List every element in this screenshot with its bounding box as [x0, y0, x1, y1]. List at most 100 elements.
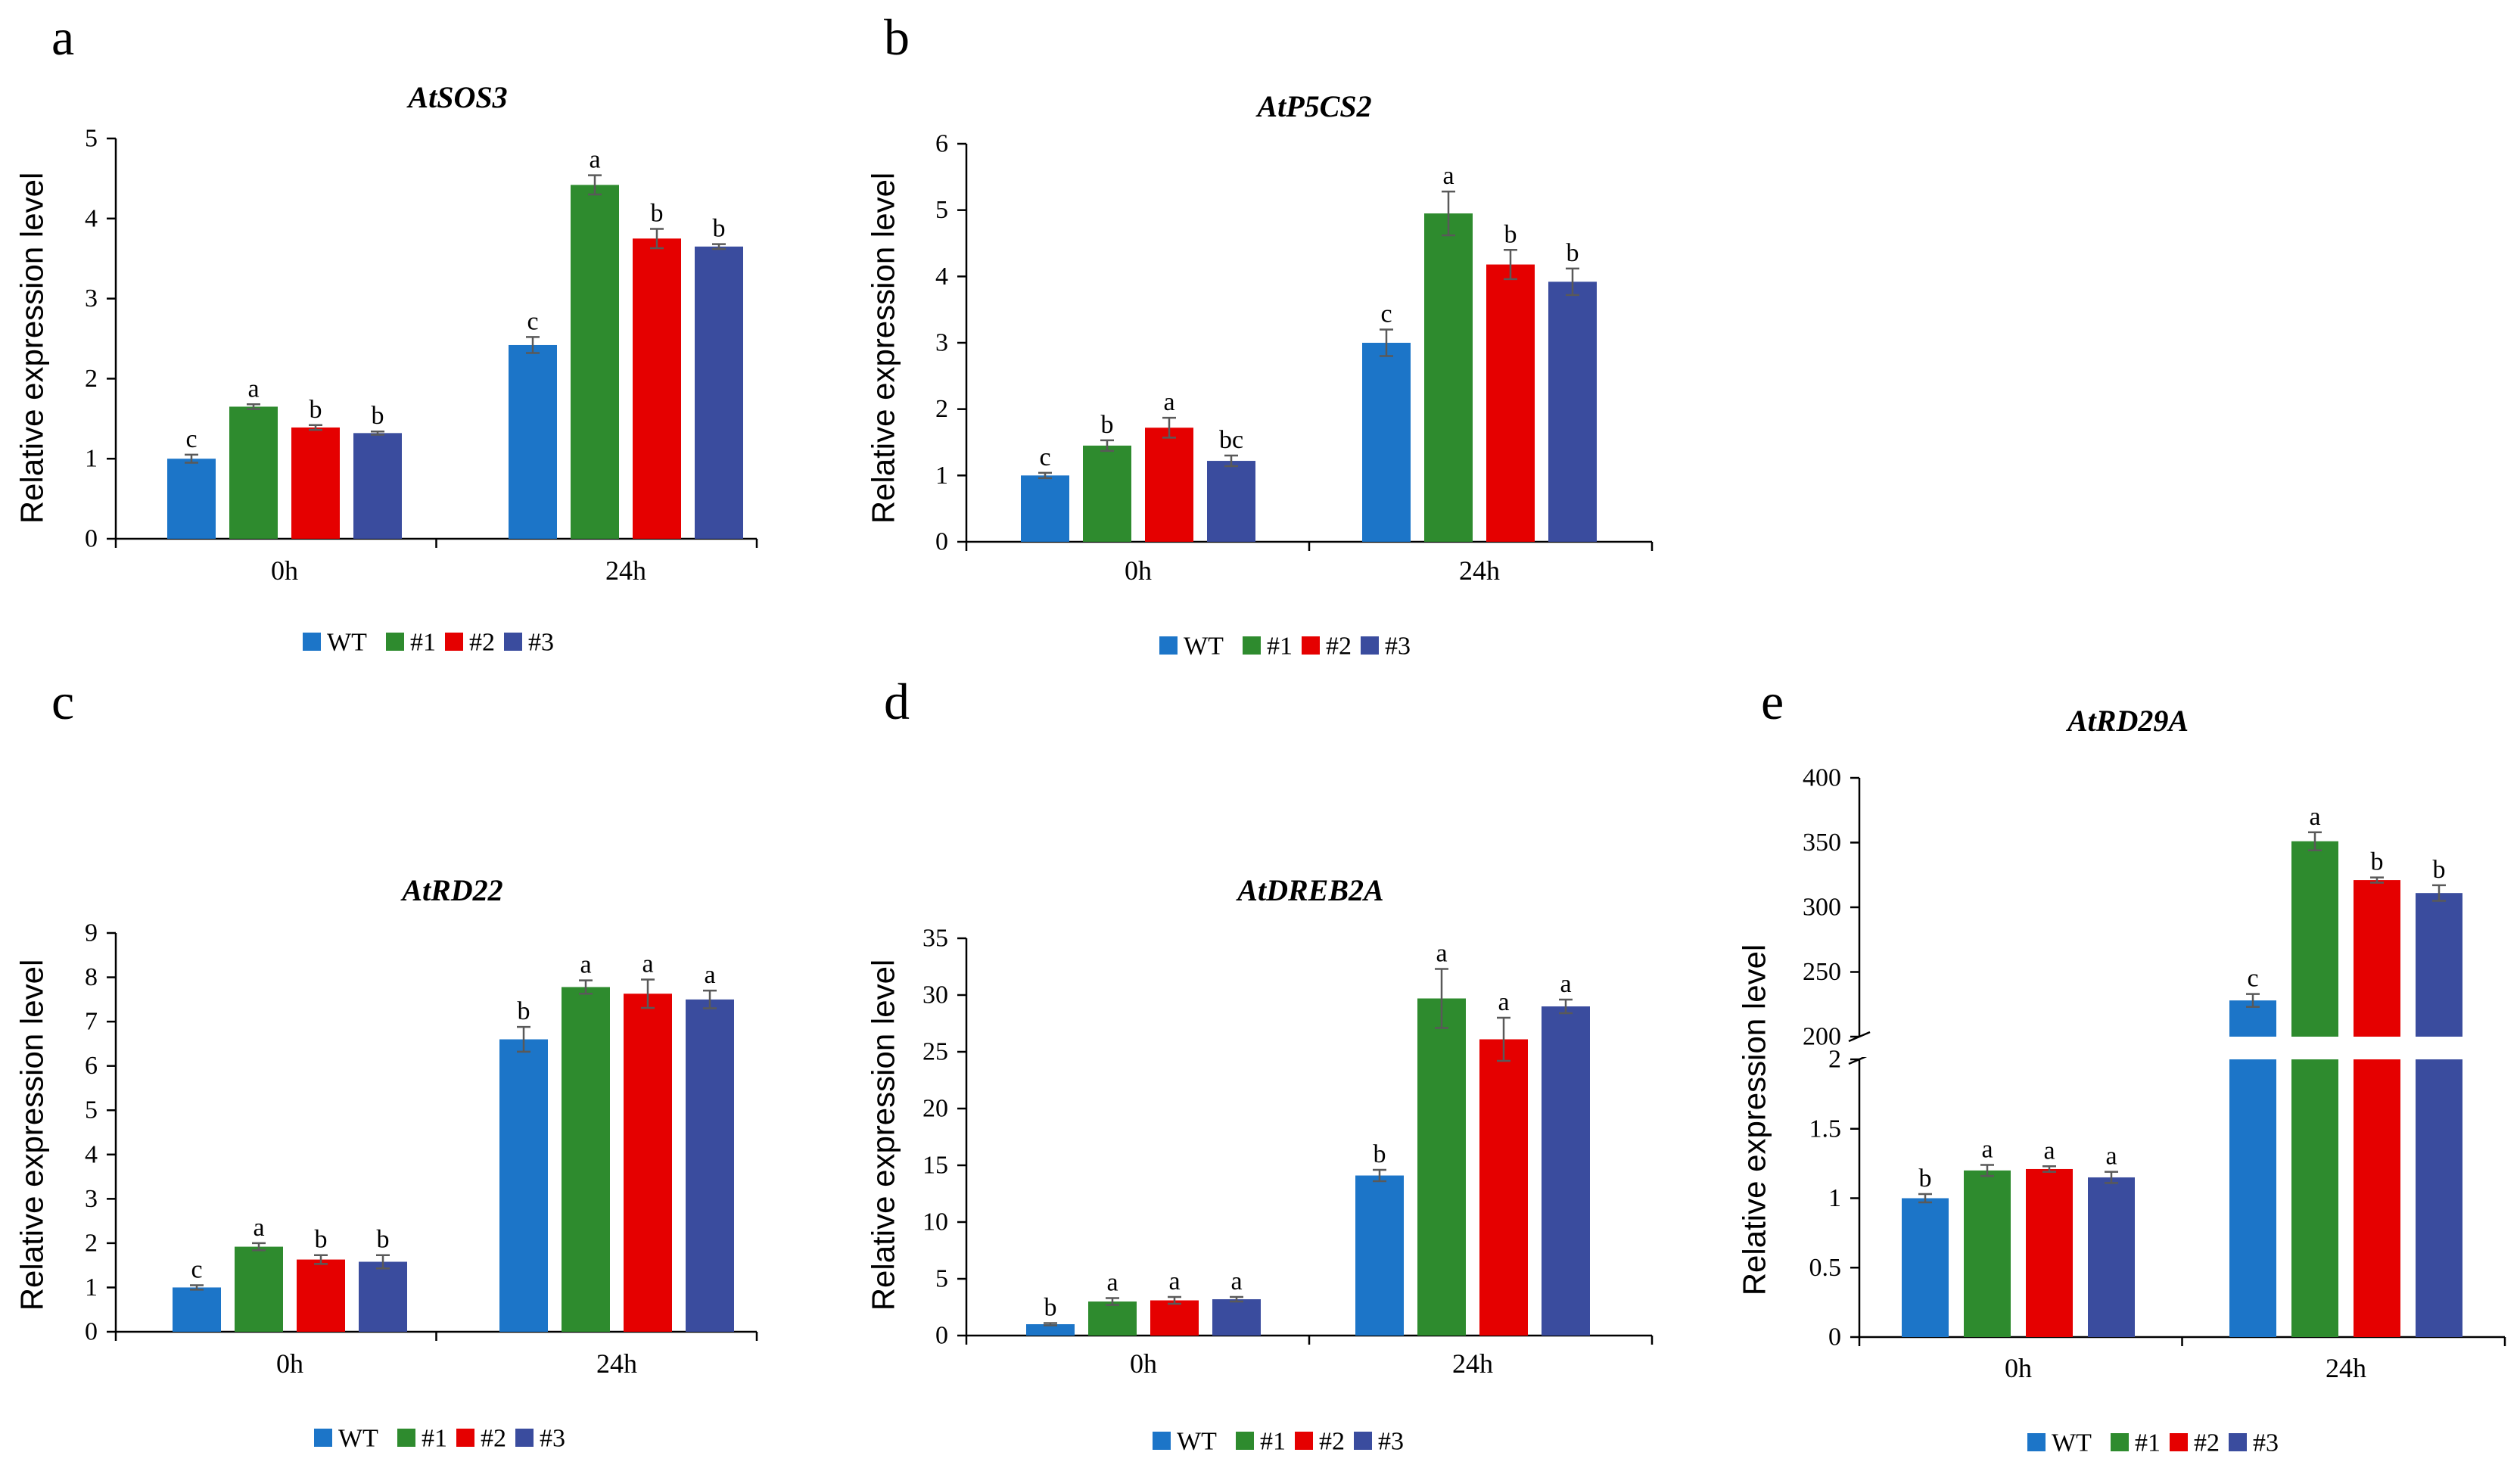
y-axis-label: Relative expression level — [866, 173, 901, 524]
bar-line3-0h — [353, 433, 402, 539]
significance-label: b — [1044, 1294, 1057, 1322]
significance-label: a — [2105, 1143, 2117, 1171]
y-tick-label: 3 — [85, 285, 98, 313]
legend-label: #1 — [410, 629, 436, 657]
bar-line3-0h — [1212, 1299, 1261, 1336]
legend-label: WT — [2052, 1429, 2092, 1457]
y-tick-label: 20 — [922, 1095, 948, 1123]
bar-line2-0h — [297, 1259, 345, 1332]
legend-label: #2 — [469, 629, 495, 657]
significance-label: a — [1168, 1267, 1180, 1295]
significance-label: c — [1039, 443, 1050, 471]
x-tick-label: 0h — [1130, 1348, 1157, 1379]
y-axis-label: Relative expression level — [14, 959, 50, 1311]
legend-label: #1 — [2135, 1429, 2161, 1457]
bar-line2-24h — [1486, 264, 1535, 542]
bar-line3-24h — [686, 999, 734, 1332]
legend-swatch-WT — [314, 1429, 332, 1447]
chart-panel-c: c AtRD22 Relative expression level 0 1 2 3 4 5 6 7… — [14, 673, 758, 1453]
legend-label: WT — [327, 629, 367, 657]
significance-label: a — [642, 950, 653, 978]
legend-label: #3 — [1385, 633, 1411, 661]
bar-line1-24h — [571, 185, 619, 539]
bar-WT-0h — [167, 459, 216, 539]
x-tick-label: 0h — [2005, 1353, 2032, 1383]
x-tick-label: 24h — [1452, 1348, 1493, 1379]
y-tick-label: 2 — [85, 365, 98, 393]
x-tick-label: 24h — [605, 555, 646, 586]
bar-WT-24h — [1355, 1175, 1404, 1336]
y-tick-label: 4 — [85, 204, 98, 232]
significance-label: a — [1230, 1267, 1242, 1295]
bar-WT-0h — [173, 1287, 221, 1332]
significance-label: b — [1566, 239, 1579, 267]
y-tick-label: 0 — [1828, 1323, 1841, 1351]
y-tick-label: 0 — [85, 525, 98, 553]
bar-line3-24h — [1542, 1006, 1590, 1336]
significance-label: c — [527, 307, 538, 335]
y-tick-label: 25 — [922, 1038, 948, 1066]
legend-label: #2 — [2194, 1429, 2220, 1457]
y-tick-label: 2 — [85, 1229, 98, 1257]
y-tick-label: 300 — [1803, 894, 1841, 922]
legend-label: #3 — [2253, 1429, 2279, 1457]
legend-swatch-WT — [1153, 1432, 1171, 1450]
legend-swatch-WT — [303, 633, 321, 651]
panel-letter: c — [51, 673, 74, 730]
significance-label: a — [253, 1214, 264, 1242]
x-tick-label: 0h — [276, 1348, 303, 1379]
significance-label: a — [1560, 970, 1571, 998]
bar-line1-0h — [235, 1246, 283, 1332]
significance-label: a — [1442, 162, 1454, 190]
significance-label: b — [315, 1226, 328, 1254]
chart-title: AtRD29A — [2065, 704, 2189, 738]
significance-label: b — [1101, 411, 1114, 439]
significance-label: a — [1106, 1269, 1118, 1297]
y-axis-label: Relative expression level — [1737, 944, 1772, 1296]
bar-WT-24h — [509, 344, 557, 539]
y-tick-label: 1 — [935, 462, 948, 490]
chart-panel-b: b AtP5CS2 Relative expression level 0 1 2 3 4 5 6… — [866, 8, 1654, 661]
legend-swatch-WT — [1159, 636, 1178, 655]
legend-swatch-line2 — [1295, 1432, 1313, 1450]
legend-swatch-line1 — [397, 1429, 415, 1447]
bar-WT-0h — [1902, 1198, 1949, 1337]
bar-line1-0h — [1083, 445, 1131, 542]
significance-label: a — [247, 375, 259, 403]
significance-label: b — [1504, 220, 1517, 248]
bar-line3-24h-lower — [2416, 1059, 2462, 1337]
significance-label: b — [1374, 1140, 1386, 1168]
bar-line2-24h — [1479, 1039, 1528, 1336]
significance-label: bc — [1219, 426, 1243, 454]
bar-line1-24h-lower — [2291, 1059, 2338, 1337]
chart-panel-a: a AtSOS3 Relative expression level 0 1 2 3 4 5 0h… — [14, 8, 758, 657]
bar-line2-24h-upper — [2354, 880, 2400, 1037]
y-tick-label: 0 — [935, 1322, 948, 1350]
bar-line2-24h-lower — [2354, 1059, 2400, 1337]
y-tick-label: 15 — [922, 1152, 948, 1180]
significance-label: a — [1981, 1135, 1993, 1163]
bar-line1-24h — [562, 987, 610, 1332]
x-tick-label: 24h — [596, 1348, 637, 1379]
legend-label: #2 — [481, 1425, 506, 1453]
significance-label: c — [185, 425, 197, 453]
bar-line3-24h-upper — [2416, 893, 2462, 1037]
chart-title: AtDREB2A — [1235, 873, 1383, 907]
bar-WT-24h-lower — [2229, 1059, 2276, 1337]
y-tick-label: 1 — [1828, 1184, 1841, 1212]
panel-letter: e — [1761, 673, 1784, 730]
significance-label: b — [2433, 856, 2446, 884]
y-tick-label: 5 — [935, 196, 948, 224]
y-tick-label: 8 — [85, 963, 98, 991]
legend-swatch-WT — [2027, 1433, 2046, 1451]
bar-line1-0h — [1088, 1302, 1137, 1336]
significance-label: a — [589, 146, 600, 174]
significance-label: b — [377, 1226, 390, 1254]
bar-WT-24h — [499, 1039, 548, 1332]
significance-label: a — [1498, 988, 1509, 1016]
significance-label: b — [713, 215, 726, 243]
chart-title: AtP5CS2 — [1255, 89, 1371, 123]
legend-swatch-line1 — [2111, 1433, 2129, 1451]
bar-line3-0h — [1207, 461, 1255, 542]
